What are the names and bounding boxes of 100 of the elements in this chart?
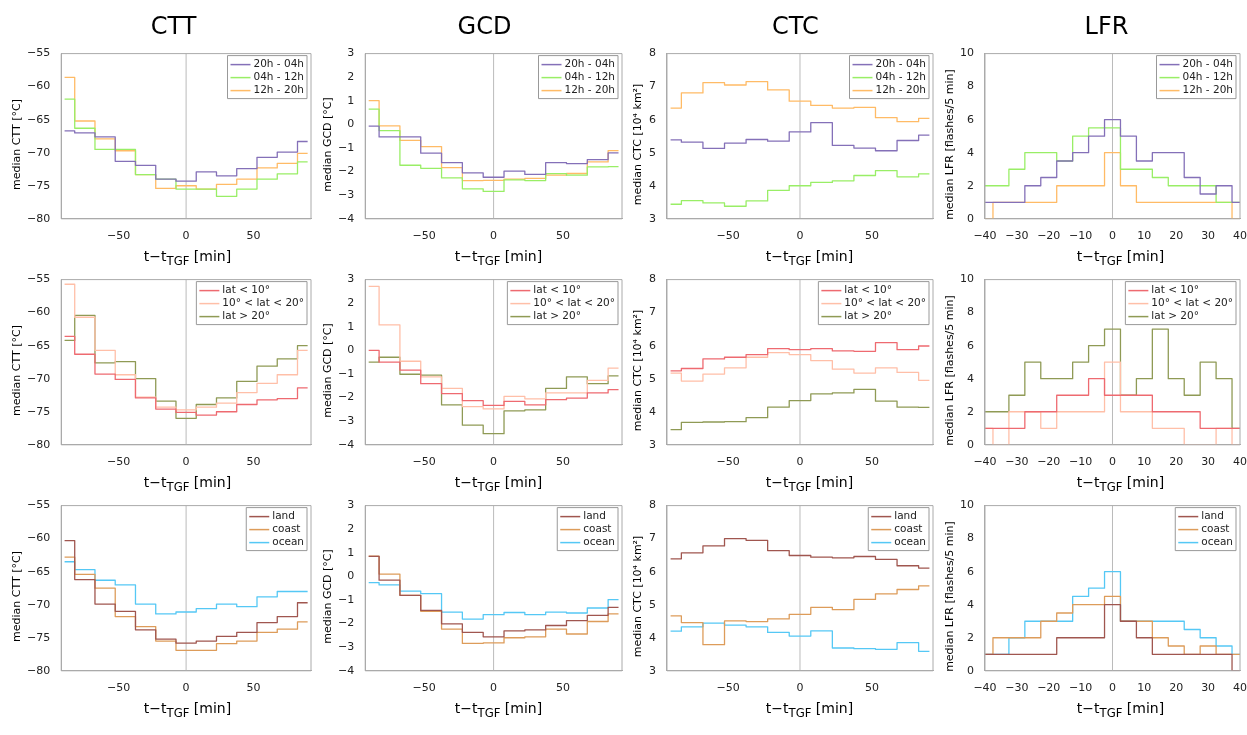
y-tick-label: 0 — [347, 117, 355, 131]
y-tick-label: 8 — [967, 79, 974, 93]
y-tick-label: −75 — [27, 630, 51, 644]
chart-title: CTT — [149, 11, 198, 42]
y-tick-label: 4 — [649, 630, 656, 644]
y-tick-label: −80 — [27, 663, 51, 677]
y-tick-label: 2 — [347, 70, 355, 84]
y-tick-label: −70 — [27, 597, 51, 611]
y-tick-label: 0 — [967, 211, 974, 225]
x-tick-label: 50 — [246, 455, 261, 469]
y-tick-label: 3 — [347, 272, 355, 286]
y-tick-label: 6 — [649, 338, 656, 352]
legend-label: 20h - 04h — [564, 57, 615, 70]
x-tick-label: 50 — [864, 681, 879, 695]
y-tick-label: −55 — [27, 498, 51, 512]
y-axis-title: median CTC [10⁴ km²] — [631, 535, 645, 657]
legend-label: 04h - 12h — [253, 70, 304, 83]
x-tick-label: −50 — [412, 681, 436, 695]
y-tick-label: −65 — [27, 564, 51, 578]
y-tick-label: 0 — [967, 663, 974, 677]
x-axis-title: t−t$_{TGF}$ [min] — [764, 473, 855, 496]
y-tick-label: −4 — [338, 211, 355, 225]
x-tick-label: 0 — [1109, 455, 1116, 469]
y-tick-label: 7 — [649, 79, 656, 93]
y-axis-title: median LFR [flashes/5 min] — [942, 68, 956, 220]
y-tick-label: 2 — [967, 404, 974, 418]
legend-label: ocean — [583, 535, 615, 548]
y-tick-label: −55 — [27, 272, 51, 286]
legend-label: 10° < lat < 20° — [533, 296, 615, 309]
x-tick-label: 30 — [1201, 455, 1216, 469]
x-tick-label: −40 — [973, 229, 997, 243]
y-tick-label: 4 — [649, 178, 656, 192]
y-tick-label: 2 — [967, 178, 974, 192]
y-axis-title: median GCD [°C] — [320, 96, 334, 192]
y-tick-label: 6 — [967, 564, 974, 578]
x-tick-label: 40 — [1233, 455, 1247, 469]
y-tick-label: 8 — [649, 46, 656, 60]
legend-label: ocean — [1201, 535, 1234, 548]
legend-label: land — [272, 509, 295, 522]
y-axis-title: median GCD [°C] — [320, 322, 334, 418]
x-tick-label: 50 — [246, 229, 261, 243]
x-tick-label: 0 — [1109, 681, 1116, 695]
x-tick-label: −30 — [1005, 681, 1029, 695]
x-tick-label: 40 — [1233, 681, 1247, 695]
x-tick-label: −50 — [412, 455, 436, 469]
y-tick-label: 2 — [347, 296, 355, 310]
x-tick-label: −20 — [1037, 229, 1061, 243]
y-tick-label: 3 — [649, 211, 656, 225]
y-tick-label: −70 — [27, 145, 51, 159]
legend-label: coast — [272, 522, 301, 535]
x-axis-title: t−t$_{TGF}$ [min] — [764, 699, 855, 722]
y-tick-label: 4 — [649, 404, 656, 418]
legend-label: 04h - 12h — [1182, 70, 1234, 83]
y-tick-label: −75 — [27, 404, 51, 418]
x-tick-label: 0 — [182, 229, 190, 243]
x-tick-label: −30 — [1005, 455, 1029, 469]
y-tick-label: 1 — [347, 93, 355, 107]
y-tick-label: −4 — [338, 437, 355, 451]
y-tick-label: 6 — [649, 564, 656, 578]
y-tick-label: 8 — [967, 531, 974, 545]
legend-label: 12h - 20h — [1182, 83, 1234, 96]
legend-label: 12h - 20h — [875, 83, 926, 96]
y-tick-label: 2 — [967, 630, 974, 644]
y-tick-label: 6 — [967, 112, 974, 126]
y-tick-label: 1 — [347, 545, 355, 559]
legend-label: 10° < lat < 20° — [844, 296, 926, 309]
x-tick-label: 40 — [1233, 229, 1247, 243]
x-axis-title: t−t$_{TGF}$ [min] — [142, 473, 233, 496]
x-tick-label: 20 — [1169, 455, 1184, 469]
legend-label: 10° < lat < 20° — [1151, 296, 1234, 309]
y-tick-label: 10 — [960, 46, 974, 60]
y-tick-label: −80 — [27, 211, 51, 225]
legend-label: 12h - 20h — [564, 83, 615, 96]
x-tick-label: −50 — [716, 229, 740, 243]
y-tick-label: 8 — [649, 498, 656, 512]
x-tick-label: −20 — [1037, 455, 1061, 469]
legend-label: ocean — [894, 535, 926, 548]
y-tick-label: 0 — [967, 437, 974, 451]
legend-label: land — [894, 509, 917, 522]
legend-label: land — [1201, 509, 1224, 522]
y-tick-label: −75 — [27, 178, 51, 192]
legend-label: 20h - 04h — [1182, 57, 1234, 70]
y-tick-label: −65 — [27, 112, 51, 126]
legend-label: land — [583, 509, 606, 522]
y-tick-label: 4 — [967, 597, 974, 611]
x-tick-label: 0 — [796, 229, 804, 243]
y-axis-title: median CTT [°C] — [9, 550, 23, 642]
x-tick-label: −10 — [1069, 455, 1093, 469]
y-axis-title: median CTC [10⁴ km²] — [631, 309, 645, 431]
y-tick-label: 3 — [347, 46, 355, 60]
legend-label: coast — [583, 522, 612, 535]
y-tick-label: 6 — [967, 338, 974, 352]
y-tick-label: −1 — [338, 366, 355, 380]
x-axis-title: t−t$_{TGF}$ [min] — [453, 473, 544, 496]
y-tick-label: 10 — [960, 498, 974, 512]
x-tick-label: 50 — [556, 229, 571, 243]
y-tick-label: 5 — [649, 597, 656, 611]
legend-label: 04h - 12h — [564, 70, 615, 83]
x-axis-title: t−t$_{TGF}$ [min] — [764, 247, 855, 270]
legend-label: 04h - 12h — [875, 70, 926, 83]
